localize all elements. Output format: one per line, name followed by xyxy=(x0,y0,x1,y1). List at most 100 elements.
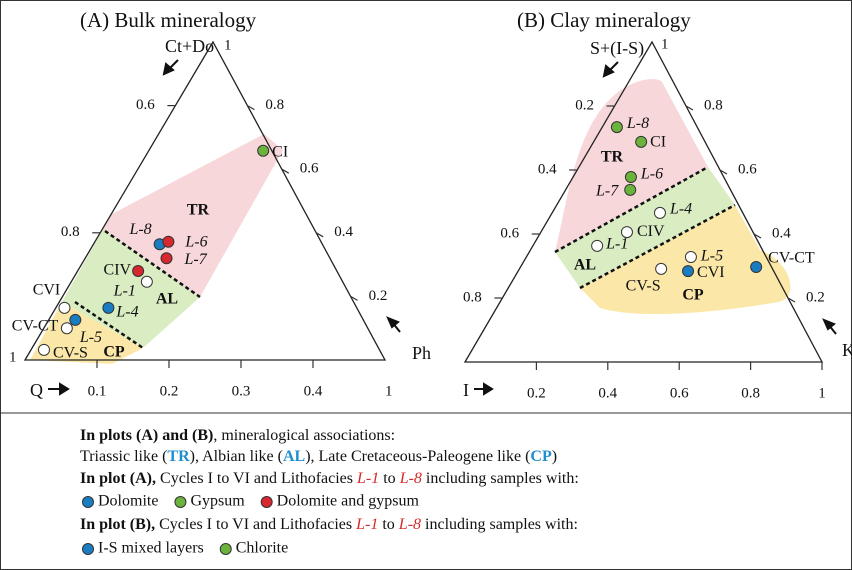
point-label: L-6 xyxy=(640,166,663,183)
legend-span: Cycles I to VI and Lithofacies xyxy=(155,516,356,533)
top-axis-label: S+(I-S) xyxy=(590,38,644,59)
tick-label: 0.8 xyxy=(741,385,760,401)
tick-label: 0.4 xyxy=(538,161,557,177)
plot-title: (A) Bulk mineralogy xyxy=(80,8,257,32)
region-cp xyxy=(30,302,143,364)
point-label: L-4 xyxy=(115,304,138,321)
legend-span: Cycles I to VI and Lithofacies xyxy=(156,470,357,487)
legend-span: CP xyxy=(530,448,552,465)
tick-label: 0.4 xyxy=(598,385,617,401)
point-label: CV-S xyxy=(626,278,661,295)
tick-mark xyxy=(753,233,762,239)
association-label: AL xyxy=(574,257,596,274)
corner-label: 1 xyxy=(224,37,232,53)
legend-span: In plot (B), xyxy=(80,516,155,533)
legend-item: Dolomite and gypsum xyxy=(277,493,420,510)
point-label: CVI xyxy=(33,282,61,299)
sample-point xyxy=(750,260,763,273)
point-label: L-1 xyxy=(113,282,136,299)
sample-point xyxy=(162,235,175,248)
sample-point xyxy=(624,183,637,196)
point-label: L-6 xyxy=(184,233,207,250)
tick-label: 0.2 xyxy=(160,383,179,399)
tick-label: 0.2 xyxy=(806,289,825,305)
legend-item: Chlorite xyxy=(236,540,288,557)
triangle xyxy=(23,40,387,361)
sample-point xyxy=(69,313,82,326)
legend-span: including samples with: xyxy=(421,516,578,533)
left-axis-label: Q xyxy=(30,380,43,400)
sample-point xyxy=(655,262,668,275)
corner-label: 1 xyxy=(385,383,393,399)
tick-label: 0.6 xyxy=(500,225,519,241)
tick-mark xyxy=(685,105,694,111)
tick-label: 0.8 xyxy=(265,97,284,113)
legend-span: ), Albian like ( xyxy=(190,448,283,465)
sample-point xyxy=(610,121,623,134)
sample-point xyxy=(60,322,73,335)
legend-span: In plot (A), xyxy=(80,470,156,487)
sample-point xyxy=(591,239,604,252)
point-label: CI xyxy=(272,143,288,160)
tick-label: 0.8 xyxy=(61,224,80,240)
left-axis-label: I xyxy=(463,380,469,400)
legend-span: to xyxy=(378,516,398,533)
point-label: L-1 xyxy=(605,236,628,253)
tick-label: 0.2 xyxy=(575,97,594,113)
right-axis-label: K xyxy=(842,340,852,360)
tick-label: 1 xyxy=(818,385,826,401)
boundary xyxy=(579,203,736,290)
legend-item: I-S mixed layers xyxy=(98,540,204,557)
legend-line: In plots (A) and (B), mineralogical asso… xyxy=(80,427,395,444)
plot-title: (B) Clay mineralogy xyxy=(517,8,691,32)
tick-mark xyxy=(247,105,255,111)
association-label: AL xyxy=(156,291,178,308)
legend-span: L-1 xyxy=(356,470,379,487)
legend-line: Triassic like (TR), Albian like (AL), La… xyxy=(80,448,557,465)
boundary xyxy=(104,229,201,299)
corner-label: 1 xyxy=(661,36,669,52)
tick-label: 0.4 xyxy=(304,383,323,399)
tick-label: 0.4 xyxy=(334,224,353,240)
corner-label: 1 xyxy=(9,349,17,365)
legend-item: Dolomite xyxy=(98,493,158,510)
legend-span: ), Late Cretaceous-Paleogene like ( xyxy=(305,448,530,465)
boundary xyxy=(554,165,709,254)
legend-marker xyxy=(82,543,94,555)
tick-label: 0.8 xyxy=(704,97,723,113)
point-label: L-7 xyxy=(595,183,619,200)
tick-label: 0.4 xyxy=(772,225,791,241)
tick-mark xyxy=(350,295,358,301)
association-label: CP xyxy=(682,287,704,304)
legend-span: , mineralogical associations: xyxy=(213,427,395,444)
sample-point xyxy=(37,343,50,356)
top-axis-label: Ct+Do xyxy=(165,36,214,56)
point-label: CV-S xyxy=(53,344,88,361)
legend-line: In plot (A), Cycles I to VI and Lithofac… xyxy=(80,470,579,487)
tick-label: 0.8 xyxy=(463,289,482,305)
legend-marker xyxy=(219,543,232,555)
sample-point xyxy=(160,252,173,265)
tick-mark xyxy=(787,297,796,303)
legend-span: L-1 xyxy=(355,516,378,533)
axis-arrows xyxy=(48,59,837,396)
tick-mark xyxy=(281,168,290,174)
legend-span: to xyxy=(379,470,399,487)
point-label: CIV xyxy=(104,262,132,279)
legend-marker xyxy=(260,496,273,508)
point-label: L-8 xyxy=(626,115,649,132)
tick-label: 0.6 xyxy=(136,97,155,113)
point-label: L-5 xyxy=(700,248,723,265)
legend-span: including samples with: xyxy=(422,470,579,487)
region-tr xyxy=(555,79,708,252)
point-label: CI xyxy=(650,134,666,151)
region-al xyxy=(555,167,735,288)
point-label: L-8 xyxy=(128,221,151,238)
legend-span: L-8 xyxy=(398,516,421,533)
legend-line: In plot (B), Cycles I to VI and Lithofac… xyxy=(80,516,578,533)
sample-point xyxy=(257,144,270,157)
region-cp xyxy=(580,205,791,315)
legend-span: AL xyxy=(283,448,305,465)
legend-span: ) xyxy=(552,448,557,465)
